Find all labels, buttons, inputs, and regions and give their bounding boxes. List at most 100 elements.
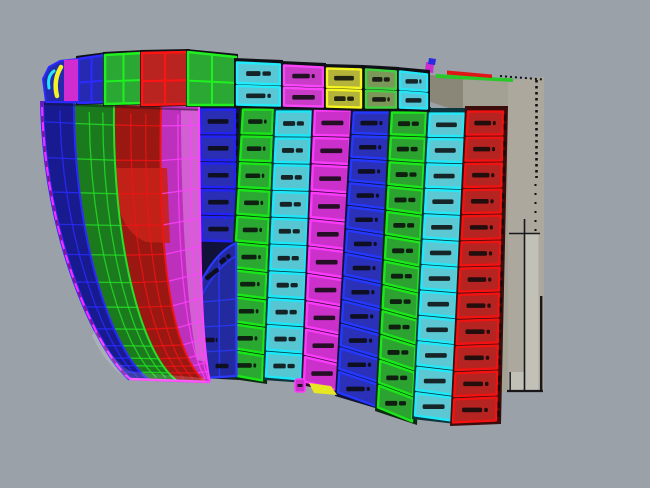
plate-side-label-tick bbox=[497, 384, 501, 391]
plate-side-label-tick bbox=[502, 176, 505, 183]
strake-blue[interactable] bbox=[42, 101, 148, 379]
strake-boundary bbox=[73, 102, 149, 380]
plate-label bbox=[351, 289, 375, 295]
frame-line bbox=[79, 192, 118, 195]
plate-label bbox=[472, 172, 495, 178]
plate-label bbox=[463, 381, 489, 387]
plate-side-label-tick bbox=[497, 410, 500, 417]
frame-line bbox=[144, 327, 178, 330]
plate-label bbox=[274, 336, 296, 342]
plate-label bbox=[357, 169, 381, 174]
plate-label bbox=[315, 259, 338, 265]
plate-label bbox=[246, 93, 271, 99]
plate-label bbox=[347, 362, 372, 368]
plate-label bbox=[277, 255, 299, 261]
panel-frame-line bbox=[201, 324, 237, 328]
plate-label bbox=[240, 281, 260, 287]
frame-line bbox=[42, 120, 75, 125]
plate-label bbox=[468, 251, 493, 256]
frame-line bbox=[171, 297, 203, 307]
plate-label bbox=[208, 199, 229, 205]
sheer-band[interactable] bbox=[76, 49, 430, 112]
plate-label bbox=[422, 404, 445, 409]
frame-line bbox=[76, 158, 115, 161]
yellow-bottom-wedge[interactable] bbox=[309, 383, 337, 395]
plate-label bbox=[279, 201, 301, 207]
plate-label bbox=[405, 98, 422, 103]
grid-line bbox=[187, 79, 237, 84]
butt-line bbox=[177, 114, 206, 380]
plate-label bbox=[474, 120, 496, 126]
frame-line bbox=[74, 122, 114, 126]
plate-label bbox=[387, 350, 409, 355]
plate-side-label-tick bbox=[502, 193, 505, 200]
plate-side-label-tick bbox=[500, 254, 504, 261]
plate-label bbox=[352, 265, 376, 271]
frame-line bbox=[84, 224, 121, 227]
plate-label bbox=[273, 363, 295, 369]
butt-line bbox=[130, 113, 185, 379]
plate-label bbox=[244, 200, 264, 206]
plate-label bbox=[431, 225, 453, 230]
frame-line bbox=[176, 319, 204, 329]
plate-label bbox=[334, 75, 354, 81]
plate-label bbox=[316, 232, 339, 237]
plate-label bbox=[236, 363, 257, 368]
plate-label bbox=[356, 193, 380, 198]
frame-line bbox=[50, 191, 80, 194]
transom-light-panel[interactable] bbox=[524, 234, 539, 391]
transom-top-face[interactable] bbox=[428, 75, 463, 113]
panel-frame-line bbox=[201, 298, 237, 303]
frame-line bbox=[160, 124, 200, 127]
frame-line bbox=[57, 223, 85, 226]
corner-magenta-stripe bbox=[64, 59, 78, 101]
bow-corner-cluster[interactable] bbox=[42, 58, 79, 103]
plate-side-label-tick bbox=[236, 139, 239, 146]
smooth-hull-region[interactable] bbox=[40, 100, 211, 384]
plate-label bbox=[275, 309, 297, 315]
plate-label bbox=[432, 199, 454, 204]
transom-light-panel-2[interactable] bbox=[510, 372, 524, 391]
plate-label bbox=[242, 227, 263, 233]
plate-label bbox=[434, 148, 456, 153]
plate-label bbox=[246, 71, 271, 76]
plate-side-label-tick bbox=[497, 375, 501, 382]
plate-label bbox=[281, 148, 303, 153]
plate-side-label-tick bbox=[503, 140, 506, 147]
plate-side-label-tick bbox=[236, 122, 239, 129]
sheer-strip-green bbox=[436, 74, 513, 82]
plate-label bbox=[207, 172, 229, 178]
butt-line bbox=[59, 110, 139, 378]
butt-line bbox=[189, 114, 209, 380]
plate-label bbox=[312, 343, 335, 349]
plate-side-label-tick bbox=[497, 401, 500, 408]
plate-side-label-tick bbox=[501, 228, 504, 235]
plate-column-red-8[interactable] bbox=[450, 106, 508, 426]
plate-label bbox=[372, 97, 390, 102]
plate-label bbox=[465, 329, 490, 335]
plate-label bbox=[429, 250, 452, 256]
plate-label bbox=[470, 198, 494, 204]
blue-lower-shell-panel[interactable] bbox=[199, 241, 238, 380]
plate-label bbox=[246, 146, 266, 151]
edge-label-dots bbox=[499, 75, 544, 81]
plate-column-green-2[interactable] bbox=[226, 104, 278, 384]
plate-label bbox=[360, 120, 383, 126]
plate-side-label-tick bbox=[236, 149, 239, 156]
plate-label bbox=[462, 407, 488, 413]
strake-green[interactable] bbox=[74, 103, 176, 380]
plate-side-label-tick bbox=[502, 166, 506, 173]
plate-label bbox=[428, 276, 451, 281]
magenta-bottom-nub[interactable] bbox=[294, 378, 306, 393]
panel-seam bbox=[218, 257, 221, 378]
frame-line bbox=[161, 187, 200, 195]
plate-column-cyan-3[interactable] bbox=[263, 106, 316, 383]
plate-label bbox=[292, 95, 315, 100]
plate-label bbox=[245, 173, 265, 179]
plate-label bbox=[318, 204, 340, 209]
plate-label bbox=[433, 173, 455, 179]
plate-label bbox=[208, 226, 229, 232]
plate-label bbox=[311, 371, 333, 376]
